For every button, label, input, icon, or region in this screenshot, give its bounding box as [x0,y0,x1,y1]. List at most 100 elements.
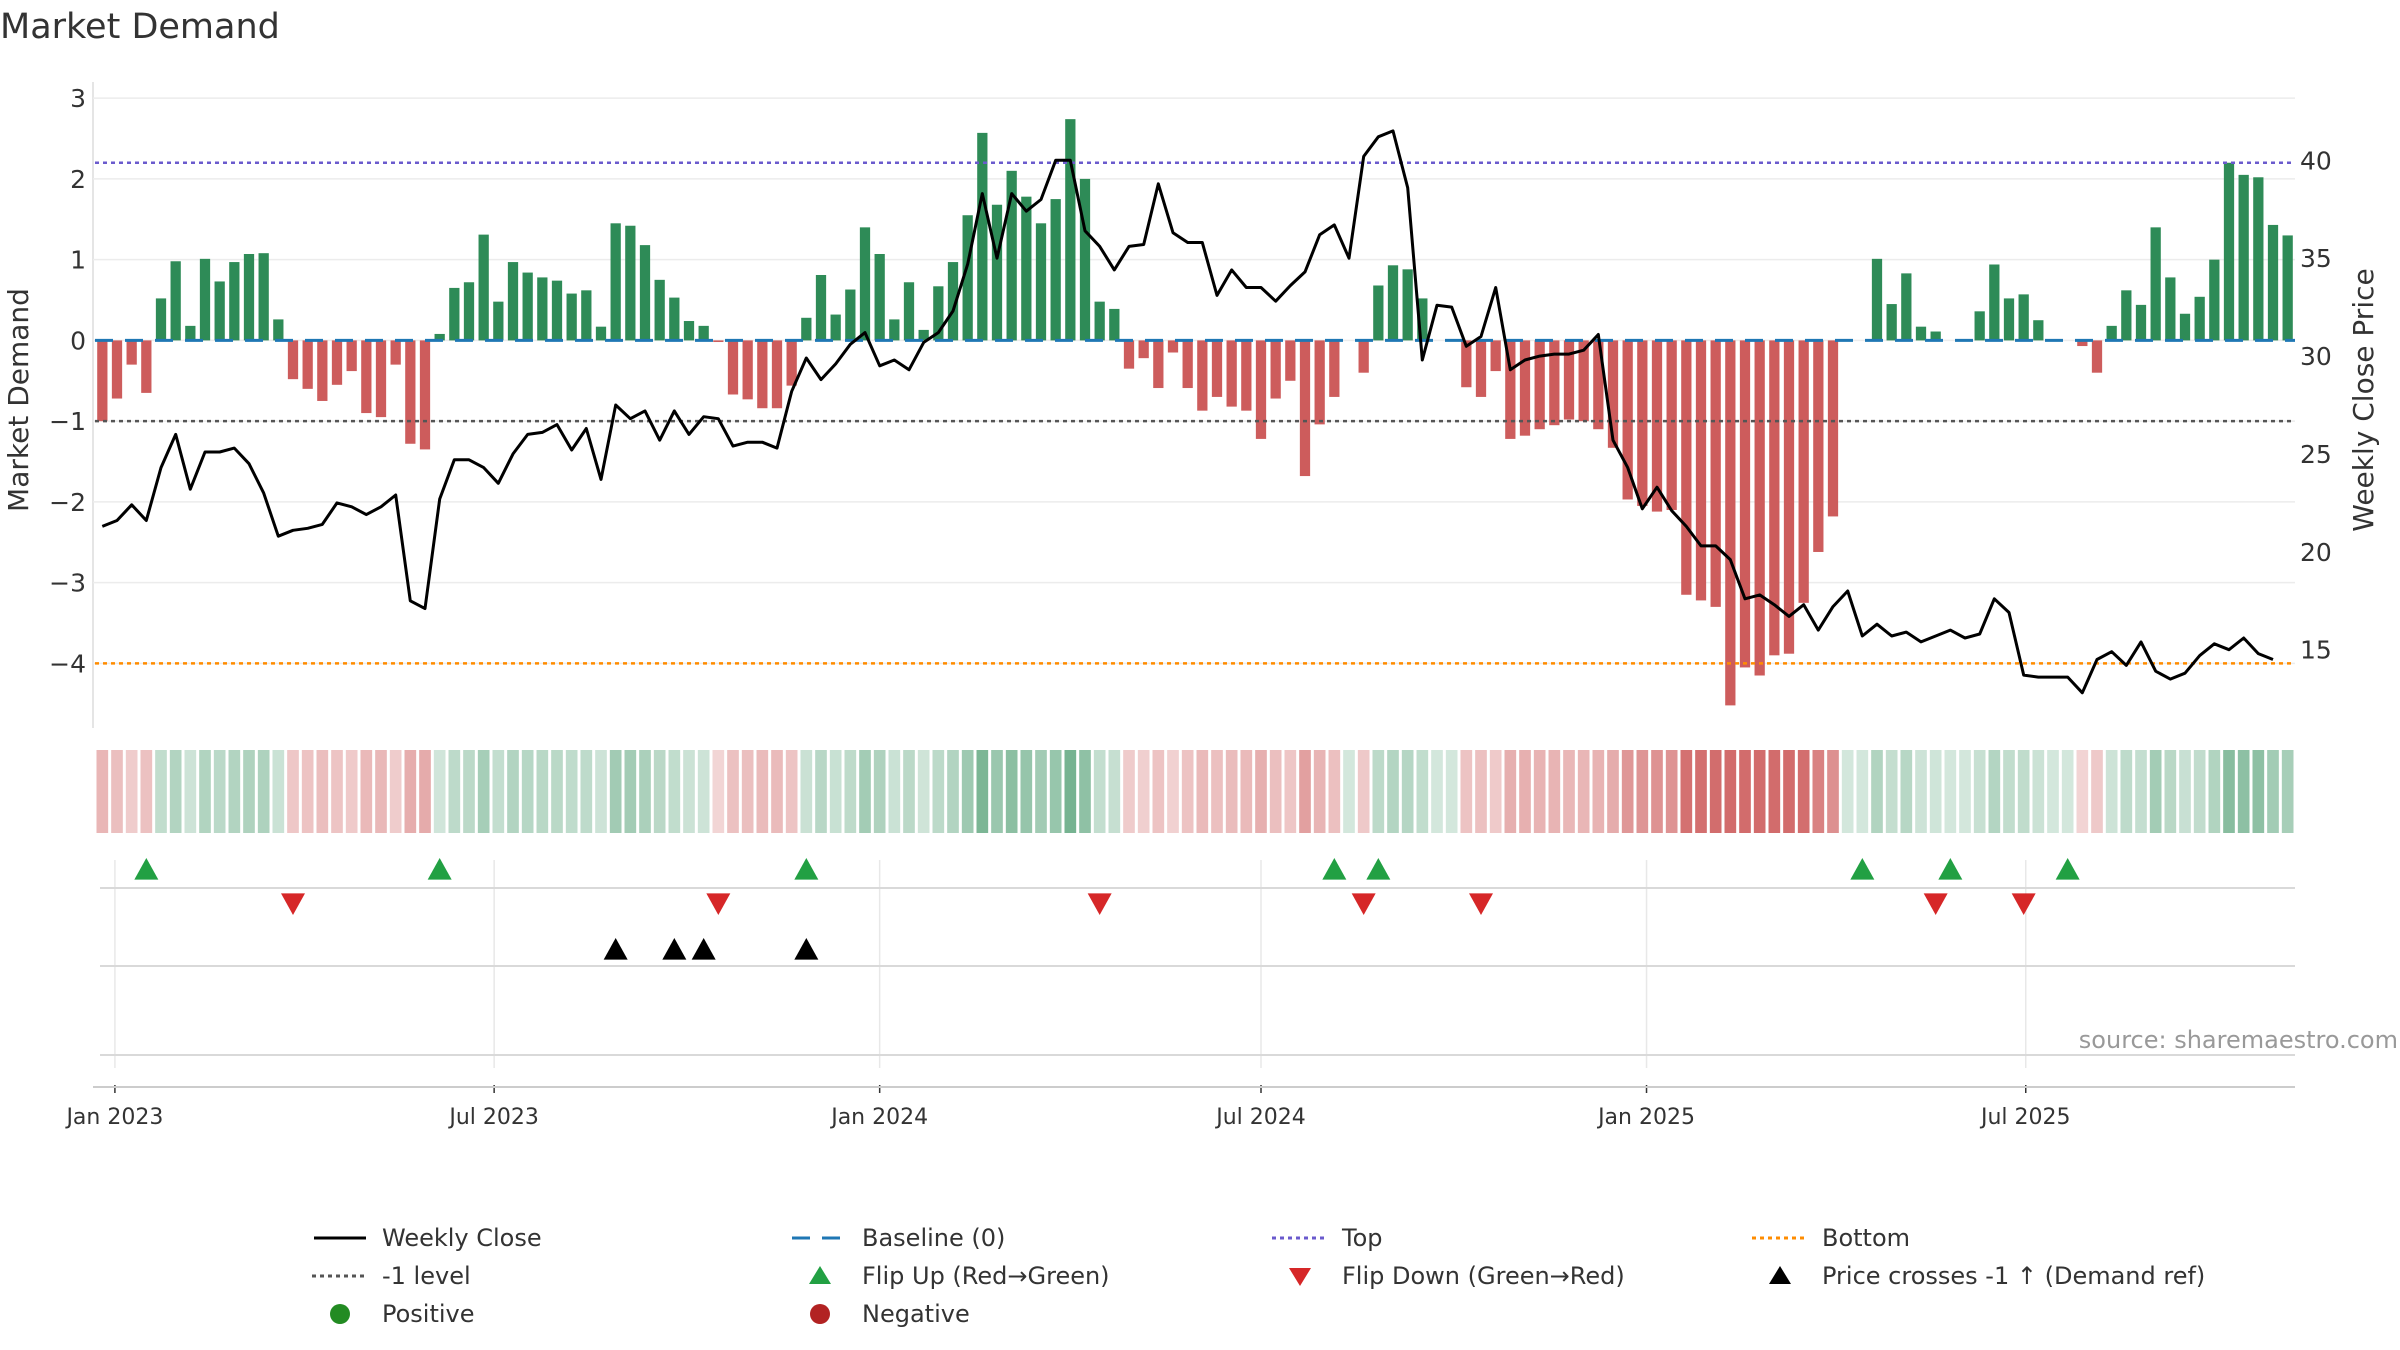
left-tick-label: 1 [70,246,86,275]
heat-cell [257,750,270,833]
heat-cell [199,750,211,833]
demand-bar-positive [1387,265,1399,341]
demand-bar-negative [2091,340,2103,373]
heat-cell [140,750,153,833]
right-tick-label: 40 [2300,146,2332,175]
heat-cell [829,750,842,833]
heat-cell [1973,750,1986,833]
demand-bar-positive [434,333,445,341]
demand-bar-negative [1739,340,1751,668]
right-tick-label: 30 [2300,342,2332,371]
demand-bar-positive [654,279,665,341]
right-tick-label: 25 [2300,440,2332,469]
demand-bar-negative [1725,340,1736,706]
demand-bar-negative [1299,340,1311,477]
heat-cell [991,750,1003,833]
heat-cell [844,750,857,833]
demand-bar-positive [2165,277,2176,341]
demand-bar-negative [1593,340,1604,430]
heat-cell [243,750,255,833]
flip-up-marker [1366,858,1391,880]
heat-cell [683,750,695,833]
heat-cell [1064,750,1077,833]
heat-cell [595,750,607,833]
demand-bar-positive [2179,313,2191,341]
heat-cell [507,750,519,833]
heat-cell [404,750,417,833]
heat-cell [331,750,343,833]
flip-down-marker [1469,893,1493,915]
heat-cell [771,750,783,833]
demand-bar-positive [507,262,519,341]
demand-bar-negative [1769,340,1780,656]
demand-bar-negative [1123,340,1135,369]
heat-cell [2193,750,2206,833]
x-tick-label: Jul 2023 [447,1105,539,1130]
heat-cell [1005,750,1018,833]
demand-bar-positive [889,319,900,341]
demand-bar-positive [2106,325,2117,341]
heat-cell [1328,750,1341,833]
heat-cell [653,750,666,833]
heat-cell [1225,750,1238,833]
demand-bar-positive [2033,320,2044,341]
heat-cell [448,750,461,833]
demand-bar-negative [1461,340,1472,388]
heat-cell [976,750,989,833]
right-axis-ticks: 40 35 30 25 20 15 [2300,146,2332,664]
demand-bar-positive [155,298,167,341]
demand-bar-positive [170,261,181,341]
demand-bar-negative [97,340,108,422]
heat-cell [1563,750,1575,833]
demand-bar-negative [1710,340,1721,607]
heat-cell [785,750,798,833]
heat-cell [1768,750,1781,833]
heat-cell [1269,750,1282,833]
demand-bar-negative [1681,340,1692,595]
heat-cell [1343,750,1355,833]
event-markers [100,858,2295,1056]
heat-cell [1695,750,1707,833]
heat-cell [800,750,813,833]
heat-cell [961,750,974,833]
heat-cell [932,750,945,833]
heat-cell [1431,750,1443,833]
flip-down-marker [1087,893,1112,915]
demand-bar-positive [1930,331,1941,341]
heat-cell [888,750,901,833]
heat-cell [1093,750,1106,833]
price-cross-marker [662,938,687,960]
demand-bar-positive [977,132,988,341]
heat-cell [1988,750,2001,833]
demand-bar-negative [126,340,137,365]
source-label: source: sharemaestro.com [2079,1026,2398,1054]
demand-bar-positive [1094,301,1105,341]
demand-bar-positive [449,287,460,341]
heat-cell [1123,750,1135,833]
heat-cell [2267,750,2279,833]
demand-bar-positive [1886,304,1897,341]
flip-up-marker [2055,858,2080,880]
heat-cell [1211,750,1223,833]
heat-cell [1929,750,1942,833]
heat-cell [2032,750,2045,833]
demand-bar-positive [522,272,533,341]
heat-cell [1665,750,1678,833]
heat-cell [301,750,314,833]
left-axis-ticks: 3 2 1 0 −1 −2 −3 −4 [49,84,86,678]
heat-cell [580,750,593,833]
demand-bar-positive [1065,119,1076,341]
heat-cell [1255,750,1267,833]
demand-bar-negative [771,340,783,409]
heat-cell [184,750,197,833]
heat-cell [1137,750,1150,833]
heat-cell [2105,750,2118,833]
heat-cell [111,750,123,833]
heat-cell [2003,750,2015,833]
right-axis-label: Weekly Close Price [2347,268,2380,531]
heat-cell [228,750,241,833]
demand-bar-negative [419,340,431,450]
demand-bar-positive [625,225,636,341]
demand-bar-negative [331,340,343,385]
demand-bar-negative [1607,340,1619,448]
